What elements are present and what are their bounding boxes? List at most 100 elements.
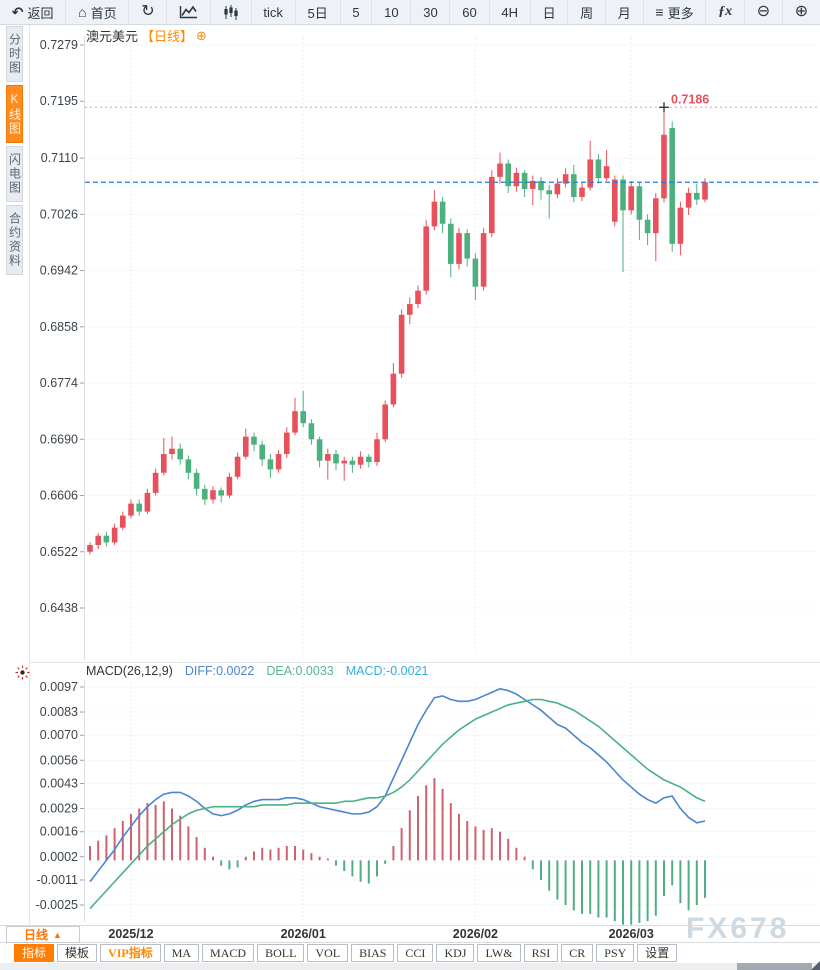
macd-diff-line bbox=[89, 687, 706, 883]
tab-ma[interactable]: MA bbox=[163, 944, 200, 962]
tick-button[interactable]: tick bbox=[252, 0, 296, 24]
macd-histogram-bar bbox=[507, 838, 510, 861]
macd-histogram-bar bbox=[564, 860, 567, 905]
x-axis-month-label: 2025/12 bbox=[108, 927, 153, 941]
macd-dea-line bbox=[89, 698, 706, 910]
indicator-toolbar: 指标 模板 VIP指标 MA MACD BOLL VOL BIAS CCI KD… bbox=[14, 944, 678, 962]
back-button[interactable]: ↶ 返回 bbox=[0, 0, 67, 24]
tick-label: tick bbox=[263, 4, 283, 20]
macd-histogram-bar bbox=[490, 828, 493, 861]
candle-down bbox=[571, 174, 577, 197]
macd-histogram-bar bbox=[351, 860, 354, 877]
macd-y-axis-label: 0.0083 bbox=[40, 705, 78, 719]
home-icon: ⌂ bbox=[78, 4, 87, 20]
macd-dea-value: DEA:0.0033 bbox=[266, 664, 334, 678]
scrollbar-thumb[interactable] bbox=[737, 963, 812, 970]
candle-down bbox=[669, 128, 675, 244]
sidebar-item-lightning[interactable]: 闪电图 bbox=[5, 146, 23, 202]
period-10-button[interactable]: 10 bbox=[372, 0, 412, 24]
tab-bias[interactable]: BIAS bbox=[351, 944, 395, 962]
tab-macd[interactable]: MACD bbox=[202, 944, 255, 962]
tab-boll[interactable]: BOLL bbox=[257, 944, 305, 962]
macd-y-axis-label: -0.0025 bbox=[36, 898, 78, 912]
main-plot-area[interactable] bbox=[85, 36, 818, 660]
macd-y-axis-label: 0.0016 bbox=[40, 825, 78, 839]
more-label: 更多 bbox=[667, 5, 694, 21]
macd-histogram-bar bbox=[367, 860, 370, 884]
tab-vip-indicator[interactable]: VIP指标 bbox=[100, 944, 161, 962]
candle-chart-button[interactable] bbox=[211, 0, 252, 24]
macd-y-axis-label: 0.0070 bbox=[40, 728, 78, 742]
macd-indicator-name: MACD(26,12,9) bbox=[86, 664, 173, 678]
sidebar-item-timeshare[interactable]: 分时图 bbox=[5, 26, 23, 82]
period-selector-label: 日线 bbox=[24, 928, 49, 942]
macd-histogram-bar bbox=[449, 803, 452, 861]
macd-histogram-bar bbox=[589, 860, 592, 914]
candle-down bbox=[267, 459, 274, 470]
formula-button[interactable]: ƒx bbox=[706, 0, 745, 24]
period-month-button[interactable]: 月 bbox=[606, 0, 644, 24]
tab-settings[interactable]: 设置 bbox=[637, 944, 678, 962]
tab-lw[interactable]: LW& bbox=[477, 944, 521, 962]
candle-down bbox=[136, 503, 142, 512]
macd-histogram-bar bbox=[171, 808, 173, 861]
back-arrow-icon: ↶ bbox=[11, 4, 24, 20]
macd-histogram-bar bbox=[679, 860, 682, 904]
tab-cr[interactable]: CR bbox=[561, 944, 594, 962]
home-button[interactable]: ⌂ 首页 bbox=[66, 0, 130, 24]
tab-cci[interactable]: CCI bbox=[397, 944, 434, 962]
period-4h-button[interactable]: 4H bbox=[490, 0, 531, 24]
triangle-up-icon: ▲ bbox=[53, 929, 62, 940]
macd-histogram-bar bbox=[376, 860, 378, 877]
macd-header: MACD(26,12,9) DIFF:0.0022 DEA:0.0033 MAC… bbox=[86, 664, 428, 678]
tab-vol[interactable]: VOL bbox=[307, 944, 349, 962]
candle-up bbox=[677, 207, 684, 244]
period-5-button[interactable]: 5 bbox=[341, 0, 373, 24]
period-5d-button[interactable]: 5日 bbox=[296, 0, 341, 24]
zoom-in-button[interactable]: ⊕ bbox=[783, 0, 820, 24]
macd-plot-area[interactable] bbox=[85, 680, 818, 922]
candle-up bbox=[144, 492, 151, 512]
watermark: FX678 bbox=[686, 912, 790, 945]
horizontal-scrollbar[interactable] bbox=[0, 961, 820, 970]
formula-icon: ƒx bbox=[718, 4, 733, 19]
candle-down bbox=[366, 456, 372, 463]
tab-kdj[interactable]: KDJ bbox=[436, 944, 475, 962]
tab-rsi[interactable]: RSI bbox=[523, 944, 559, 962]
zoom-in-icon: ⊕ bbox=[794, 3, 809, 20]
tab-template[interactable]: 模板 bbox=[57, 944, 98, 962]
macd-histogram-bar bbox=[261, 847, 264, 861]
line-chart-button[interactable] bbox=[167, 0, 212, 24]
more-button[interactable]: ≡ 更多 bbox=[644, 0, 707, 24]
candle-down bbox=[300, 411, 306, 424]
macd-histogram-bar bbox=[597, 860, 600, 918]
macd-histogram-bar bbox=[302, 849, 305, 861]
candle-up bbox=[554, 183, 561, 195]
macd-histogram-bar bbox=[417, 796, 419, 861]
period-selector[interactable]: 日线 ▲ bbox=[6, 926, 80, 943]
refresh-button[interactable]: ↻ bbox=[129, 0, 168, 24]
tab-indicator[interactable]: 指标 bbox=[14, 944, 55, 962]
candle-up bbox=[431, 201, 438, 227]
macd-histogram-bar bbox=[154, 804, 157, 861]
period-60-button[interactable]: 60 bbox=[450, 0, 490, 24]
chart-title-row: 澳元美元 【日线】 ⊕ bbox=[86, 26, 207, 45]
candle-up bbox=[415, 290, 421, 305]
tab-psy[interactable]: PSY bbox=[596, 944, 635, 962]
circle-plus-icon[interactable]: ⊕ bbox=[196, 27, 207, 43]
period-week-button[interactable]: 周 bbox=[568, 0, 606, 24]
candle-up bbox=[390, 373, 397, 405]
period-30-button[interactable]: 30 bbox=[411, 0, 451, 24]
macd-y-axis-label: 0.0056 bbox=[40, 753, 78, 767]
sidebar-item-contract-info[interactable]: 合约资料 bbox=[5, 205, 23, 275]
candle-up bbox=[456, 233, 462, 264]
candle-up bbox=[562, 174, 569, 184]
zoom-out-button[interactable]: ⊖ bbox=[745, 0, 783, 24]
sidebar-item-kline[interactable]: K线图 bbox=[5, 85, 23, 143]
main-y-axis-label: 0.7195 bbox=[40, 94, 78, 108]
candle-down bbox=[333, 454, 339, 464]
indicator-settings-icon[interactable] bbox=[15, 665, 30, 680]
period-day-button[interactable]: 日 bbox=[531, 0, 569, 24]
candle-up bbox=[530, 180, 536, 189]
